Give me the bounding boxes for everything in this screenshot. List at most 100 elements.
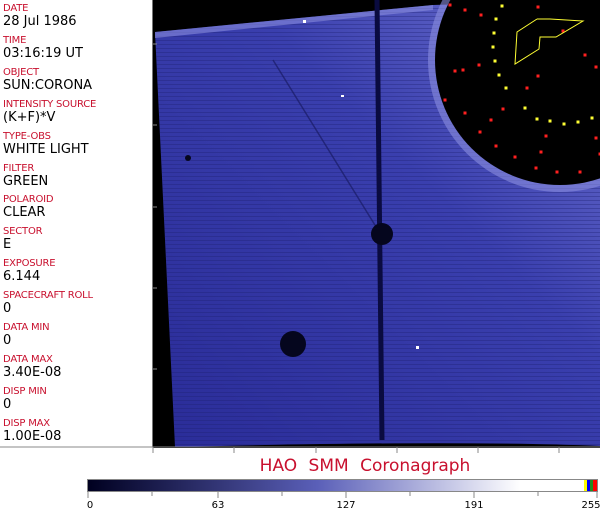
overlay-point	[539, 150, 543, 154]
overlay-point	[536, 74, 540, 78]
field-label: DISP MAX	[3, 417, 50, 429]
field-label: SECTOR	[3, 226, 43, 238]
colorbar-tick-label: 0	[86, 500, 94, 511]
overlay-point	[535, 117, 539, 121]
overlay-point	[479, 13, 483, 17]
overlay-point	[525, 86, 529, 90]
field-value: GREEN	[3, 173, 49, 189]
field-label: DATA MAX	[3, 353, 53, 365]
overlay-point	[523, 106, 527, 110]
overlay-point	[548, 119, 552, 123]
overlay-point	[513, 155, 517, 159]
field-label: TYPE-OBS	[3, 130, 51, 142]
overlay-point	[594, 136, 598, 140]
occulter-pylon	[374, 0, 385, 441]
info-field: DATA MAX 3.40E-08	[3, 354, 61, 380]
field-value: SUN:CORONA	[3, 77, 93, 93]
field-value: (K+F)*V	[3, 109, 56, 125]
field-value: 3.40E-08	[3, 364, 62, 380]
overlay-point	[491, 45, 495, 49]
axis-ticks	[153, 43, 157, 370]
info-field: DISP MAX 1.00E-08	[3, 418, 61, 444]
overlay-point	[583, 53, 587, 57]
field-value: 0	[3, 301, 12, 317]
info-field: DISP MIN 0	[3, 386, 47, 412]
field-value: 03:16:19 UT	[3, 45, 83, 61]
orientation-marker	[514, 18, 585, 65]
dust-spot	[280, 331, 306, 357]
overlay-point	[561, 29, 565, 33]
overlay-point	[489, 118, 493, 122]
overlay-point	[478, 130, 482, 134]
top-edge-brightening	[155, 5, 433, 38]
field-label: EXPOSURE	[3, 258, 56, 270]
info-panel: DATE 28 Jul 1986 TIME 03:16:19 UT OBJECT SUN:…	[0, 0, 153, 447]
colorbar-ticks	[87, 492, 598, 498]
field-label: SPACECRAFT ROLL	[3, 290, 93, 302]
overlay-point	[598, 152, 600, 156]
field-value: 28 Jul 1986	[3, 14, 77, 29]
info-field: TIME 03:16:19 UT	[3, 35, 83, 61]
field-value: WHITE LIGHT	[3, 141, 89, 157]
overlay-point	[463, 8, 467, 12]
colorbar	[87, 479, 598, 492]
info-field: EXPOSURE 6.144	[3, 258, 56, 285]
colorbar-tick-label: 63	[211, 500, 225, 511]
overlay-point	[504, 86, 508, 90]
info-field: SECTOR E	[3, 226, 43, 253]
field-label: DISP MIN	[3, 385, 47, 397]
field-label: TIME	[3, 34, 27, 46]
overlay-point	[555, 170, 559, 174]
overlay-point	[576, 120, 580, 124]
overlay-point	[477, 63, 481, 67]
field-label: INTENSITY SOURCE	[3, 98, 97, 110]
overlay-point	[453, 69, 457, 73]
field-label: DATA MIN	[3, 322, 50, 333]
field-label: OBJECT	[3, 66, 39, 78]
field-label: DATE	[3, 3, 29, 14]
overlay-point	[590, 116, 594, 120]
overlay-point	[493, 59, 497, 63]
field-label: FILTER	[3, 162, 35, 174]
field-value: 0	[3, 333, 12, 348]
overlay-point	[461, 68, 465, 72]
info-field: TYPE-OBS WHITE LIGHT	[3, 131, 89, 157]
field-value: 0	[3, 396, 12, 412]
colorbar-tick-label: 255	[581, 500, 600, 511]
info-field: SPACECRAFT ROLL 0	[3, 290, 93, 316]
overlay-point	[494, 17, 498, 21]
colorbar-tick-label: 191	[464, 500, 484, 511]
overlay-point	[443, 98, 447, 102]
overlay-point	[500, 4, 504, 8]
field-value: 6.144	[3, 269, 41, 285]
pylon-spot	[371, 223, 393, 245]
field-value: CLEAR	[3, 205, 46, 221]
coronagraph-image	[153, 0, 600, 448]
info-field: DATA MIN 0	[3, 322, 50, 348]
overlay-point	[544, 134, 548, 138]
overlay-point	[492, 31, 496, 35]
overlay-point	[562, 122, 566, 126]
overlay-point	[578, 170, 582, 174]
bottom-axis	[0, 446, 600, 453]
field-label: POLAROID	[3, 194, 54, 206]
field-value: E	[3, 237, 12, 253]
info-field: DATE 28 Jul 1986	[3, 3, 77, 29]
overlay-point	[594, 65, 598, 69]
overlay-point	[497, 73, 501, 77]
info-field: FILTER GREEN	[3, 163, 48, 189]
field-value: 1.00E-08	[3, 428, 62, 444]
overlay-point	[463, 111, 467, 115]
colorbar-tick-label: 127	[336, 500, 356, 511]
overlay-point	[448, 3, 452, 7]
grid-overlay	[443, 3, 600, 174]
info-field: POLAROID CLEAR	[3, 194, 54, 221]
overlay-point	[501, 107, 505, 111]
instrument-title: HAO SMM Coronagraph	[259, 456, 471, 476]
overlay-point	[534, 166, 538, 170]
info-field: OBJECT SUN:CORONA	[3, 67, 92, 93]
overlay-point	[494, 144, 498, 148]
overlay-point	[536, 5, 540, 9]
info-field: INTENSITY SOURCE (K+F)*V	[3, 99, 96, 125]
occulter-disk	[435, 0, 600, 185]
